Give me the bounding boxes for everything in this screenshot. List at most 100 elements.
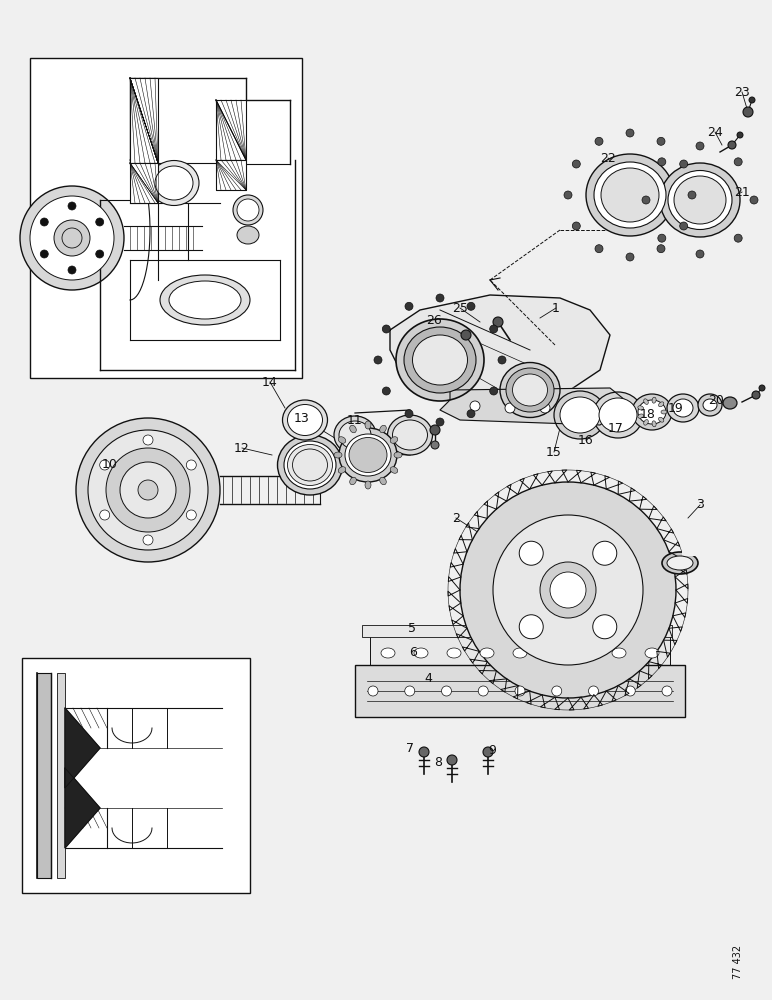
Ellipse shape [155,166,193,200]
Circle shape [595,245,603,253]
Ellipse shape [660,163,740,237]
Text: 26: 26 [426,314,442,326]
Circle shape [138,480,158,500]
Circle shape [593,541,617,565]
Text: 11: 11 [347,414,363,426]
Circle shape [585,403,595,413]
Bar [30,58,302,378]
Ellipse shape [233,195,263,225]
Ellipse shape [659,402,664,407]
Bar [682,550,700,556]
Ellipse shape [345,434,391,476]
Ellipse shape [392,420,428,450]
Ellipse shape [546,648,560,658]
Ellipse shape [388,415,432,455]
Ellipse shape [338,437,346,443]
Circle shape [493,515,643,665]
Text: 9: 9 [488,744,496,756]
Circle shape [657,245,665,253]
Text: 3: 3 [696,498,704,512]
Bar [130,78,158,163]
Text: 7: 7 [406,742,414,754]
Ellipse shape [338,467,346,473]
Circle shape [483,747,493,757]
Circle shape [382,325,391,333]
Text: 5: 5 [408,621,416,635]
Ellipse shape [287,404,323,436]
Circle shape [96,218,103,226]
Circle shape [54,220,90,256]
Circle shape [595,137,603,145]
Circle shape [374,356,382,364]
Ellipse shape [284,441,336,489]
Ellipse shape [554,391,606,439]
Ellipse shape [390,467,398,473]
Ellipse shape [287,444,333,486]
Circle shape [76,418,220,562]
Circle shape [552,686,562,696]
Circle shape [460,482,676,698]
Ellipse shape [659,417,664,422]
Circle shape [40,250,49,258]
Circle shape [688,191,696,199]
Text: 20: 20 [708,393,724,406]
Circle shape [405,410,413,418]
Ellipse shape [381,648,395,658]
Circle shape [626,129,634,137]
Circle shape [728,141,736,149]
Ellipse shape [674,176,726,224]
Circle shape [186,460,196,470]
Bar [37,673,51,878]
Ellipse shape [703,399,717,411]
Circle shape [743,107,753,117]
Ellipse shape [652,397,656,403]
Circle shape [734,234,742,242]
Ellipse shape [447,648,461,658]
Ellipse shape [404,327,476,393]
Circle shape [679,222,688,230]
Ellipse shape [662,552,698,574]
Text: 6: 6 [409,646,417,658]
Circle shape [88,430,208,550]
Ellipse shape [601,168,659,222]
Ellipse shape [723,397,737,409]
Ellipse shape [612,648,626,658]
Circle shape [658,234,665,242]
Circle shape [368,686,378,696]
Text: 8: 8 [434,756,442,768]
Ellipse shape [667,556,693,570]
Ellipse shape [632,394,672,430]
Circle shape [96,250,103,258]
Circle shape [734,158,742,166]
Text: 15: 15 [546,446,562,458]
Ellipse shape [638,400,666,424]
Circle shape [467,410,475,418]
Ellipse shape [579,648,593,658]
Ellipse shape [394,452,402,458]
Circle shape [430,425,440,435]
Text: 23: 23 [734,86,750,99]
Polygon shape [65,768,100,848]
Ellipse shape [169,281,241,319]
Ellipse shape [513,648,527,658]
Circle shape [120,462,176,518]
Ellipse shape [334,452,342,458]
Ellipse shape [599,398,637,432]
Circle shape [642,196,650,204]
Ellipse shape [380,425,386,433]
Circle shape [447,755,457,765]
Circle shape [68,202,76,210]
Circle shape [696,142,704,150]
Circle shape [467,302,475,310]
Circle shape [20,186,124,290]
Circle shape [625,686,635,696]
Bar [370,635,670,670]
Circle shape [461,330,471,340]
Circle shape [442,686,452,696]
Text: 25: 25 [452,302,468,314]
Circle shape [679,160,688,168]
Polygon shape [65,708,100,788]
Circle shape [657,137,665,145]
Bar [362,625,672,637]
Circle shape [737,132,743,138]
